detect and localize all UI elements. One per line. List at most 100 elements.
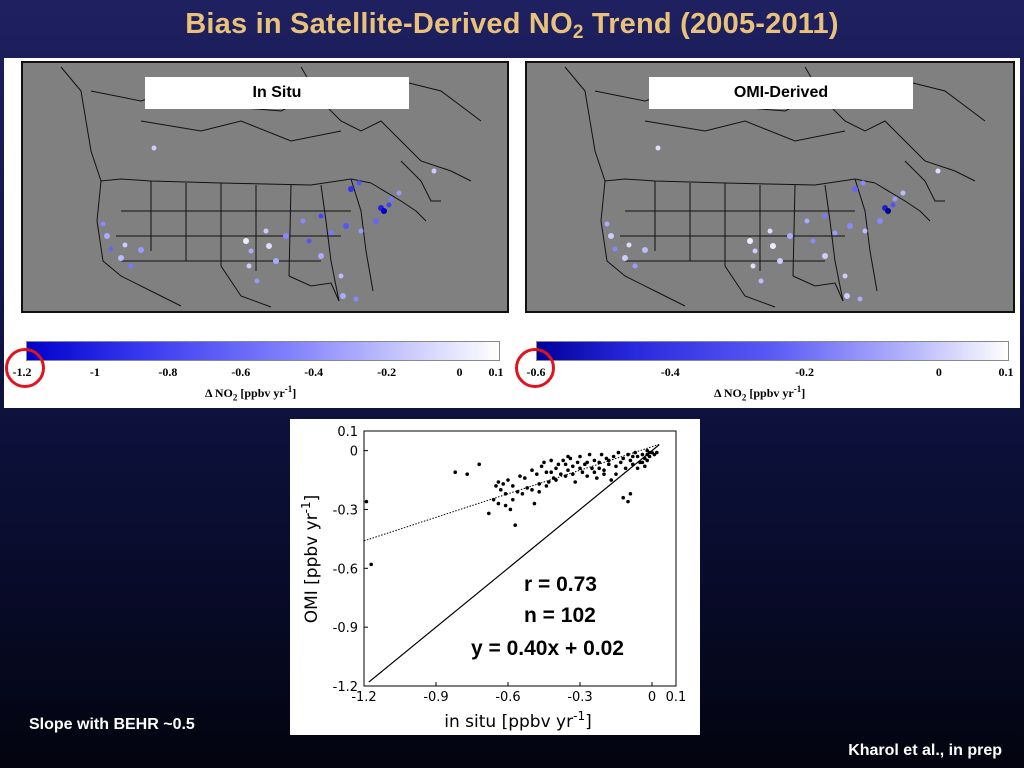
data-point [561,458,565,463]
data-point [494,484,498,488]
data-point [554,466,558,471]
omi-colorbar-caption: Δ NO2 [ppbv yr-1] [714,384,805,402]
data-point [556,462,561,467]
data-point [597,466,601,471]
data-point [537,490,541,494]
y-axis-label: OMI [ppbv yr-1] [299,495,322,624]
data-point [643,464,647,469]
data-point [508,507,513,512]
caption-exp: -1 [284,384,293,394]
data-point [535,472,539,476]
data-point [465,472,469,476]
x-tick-label: -0.9 [423,690,448,705]
data-point [532,501,537,506]
data-point [590,466,594,471]
colorbar-tick-label: 0 [935,365,942,379]
data-point [626,452,630,457]
data-point [647,454,652,459]
x-tick-label: 0 [648,690,656,705]
slide-title-subscript: 2 [572,22,584,43]
data-point [578,454,582,459]
x-tick-label: -1.2 [351,690,376,705]
data-point [583,462,587,467]
colorbar-tick-label: 0.1 [998,365,1014,379]
caption-units: [ppbv yr [237,386,285,400]
data-point [518,474,522,478]
data-point [496,501,501,506]
scatter-panel: -1.2 -0.9 -0.6 -0.3 0 0.1 0.1 0 -0.3 -0.6 -0.9 -1.2… [290,419,700,735]
data-point [645,448,649,453]
data-point [566,468,570,473]
data-point [592,470,597,474]
data-point [616,450,621,455]
colorbar-tick-label: -0.4 [304,365,324,379]
highlight-circle-omi [515,348,555,388]
data-point [595,476,599,480]
data-point [580,470,585,474]
data-point [621,495,625,500]
map-borders [60,66,482,308]
data-point [628,458,633,463]
y-tick-label: 0 [350,445,358,460]
data-point [530,488,534,492]
data-point [645,452,649,457]
data-point [506,478,510,482]
data-point [602,468,606,473]
caption-sub: 2 [741,392,747,403]
data-point [599,452,604,457]
data-point [511,497,515,502]
data-point [635,454,640,459]
axis-ticks: -1.2 -0.9 -0.6 -0.3 0 0.1 0.1 0 -0.3 -0.6 -0.9 -1.2 [333,425,687,705]
caption-units: [ppbv yr [746,386,794,400]
x-tick-label: 0.1 [666,690,687,705]
data-point [609,478,613,482]
x-tick-label: -0.6 [495,690,520,705]
highlight-circle-in-situ [5,348,45,388]
data-point [619,460,623,465]
data-point [607,462,611,467]
data-point [551,476,556,480]
data-point [511,484,515,488]
in-situ-label: In Situ [145,77,409,109]
y-tick-label: -0.6 [333,562,358,577]
slide-title: Bias in Satellite-Derived NO2 Trend (200… [0,8,1024,44]
omi-colorbar [536,341,1009,361]
data-point [515,490,520,494]
in-situ-stations [100,145,437,302]
data-point [640,452,645,457]
data-point [549,470,553,474]
data-point [549,458,553,463]
data-point [477,462,481,467]
stat-fit: y = 0.40x + 0.02 [471,637,624,660]
colorbar-tick-label: 0 [456,365,463,379]
data-point [568,456,573,461]
data-point [503,491,508,496]
y-tick-label: -0.9 [333,621,358,636]
data-point [563,462,568,467]
data-point [364,499,369,504]
data-point [539,464,544,469]
data-point [559,472,563,476]
stat-n: n = 102 [524,604,596,627]
data-point [544,470,549,474]
caption-main: Δ NO [205,386,233,400]
colorbar-tick-label: -0.2 [795,365,815,379]
data-point [571,472,575,476]
data-point [607,458,611,463]
data-point [643,456,647,461]
data-point [544,484,549,488]
data-point [628,491,633,496]
caption-exp: -1 [793,384,802,394]
data-point [554,478,558,482]
scatter-plot: -1.2 -0.9 -0.6 -0.3 0 0.10.10-0.3-0.6-0.9-1.2… [299,425,687,732]
data-point [503,503,508,508]
data-point [655,450,659,455]
data-point [523,476,527,480]
data-point [525,486,529,490]
colorbar-tick-label: -0.6 [231,365,251,379]
data-point [604,456,609,461]
data-point [496,480,501,484]
colorbar-tick-label: -0.8 [158,365,178,379]
stat-r: r = 0.73 [524,573,597,596]
data-point [645,458,649,463]
